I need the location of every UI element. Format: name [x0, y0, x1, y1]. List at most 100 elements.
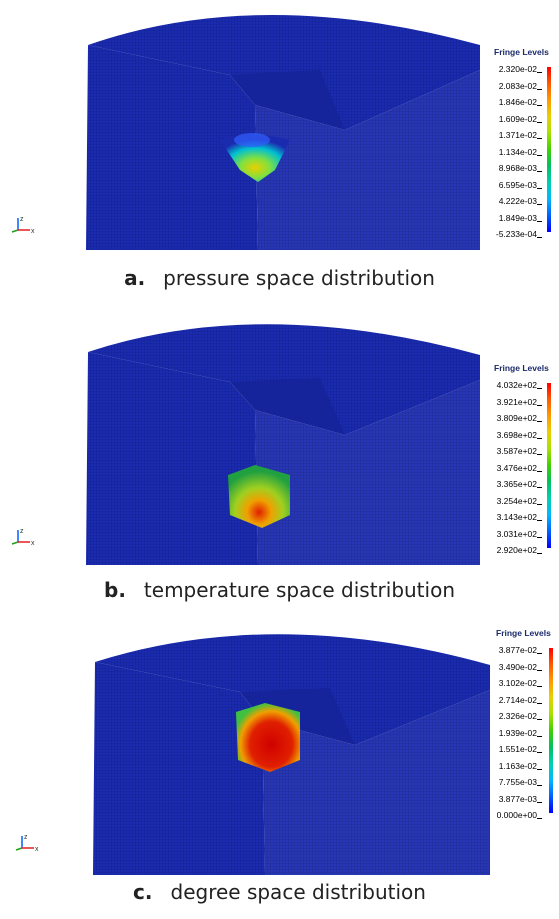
- legend-tick: [537, 719, 542, 720]
- legend-level-label: 3.587e+02: [496, 446, 537, 456]
- legend-level: 7.755e-03: [492, 777, 559, 792]
- legend-level-label: 6.595e-03: [498, 179, 537, 190]
- legend-tick: [537, 388, 542, 389]
- legend-tick: [537, 138, 542, 139]
- legend-level-label: 2.083e-02: [498, 80, 537, 91]
- legend-level-label: 3.490e-02: [498, 661, 537, 672]
- legend-level-label: -5.233e-04: [495, 229, 537, 239]
- legend-level-label: 4.032e+02: [496, 380, 537, 390]
- legend-level: 3.587e+02: [490, 446, 559, 461]
- legend-tick: [537, 187, 542, 189]
- legend-level-label: 3.877e-03: [498, 793, 537, 804]
- legend-level-label: 1.846e-02: [498, 97, 537, 107]
- pressure-fem-render: [86, 15, 480, 250]
- legend-tick: [537, 553, 542, 554]
- pressure-hotspot: [220, 135, 290, 182]
- caption-letter: c.: [133, 880, 153, 904]
- legend-level-label: 3.877e-02: [498, 645, 537, 655]
- axis-triad-icon: z x: [11, 528, 35, 547]
- legend-tick: [537, 735, 542, 737]
- legend-level: 2.083e-02: [490, 81, 559, 96]
- legend-tick: [537, 520, 542, 521]
- legend-level-label: 0.000e+00: [496, 810, 537, 820]
- legend-tick: [537, 536, 542, 538]
- legend-tick: [537, 421, 542, 422]
- degree-hotspot: [236, 703, 300, 772]
- legend-level: 3.877e-03: [492, 794, 559, 809]
- legend-level-label: 3.143e+02: [496, 512, 537, 522]
- legend-tick: [537, 121, 542, 123]
- panel-degree: Fringe Levels 3.877e-02 3.490e-02 3.102e-0…: [0, 620, 559, 919]
- legend-tick: [537, 105, 542, 106]
- svg-text:z: z: [24, 834, 28, 841]
- legend-level-label: 1.163e-02: [498, 760, 537, 771]
- degree-legend: Fringe Levels 3.877e-02 3.490e-02 3.102e-0…: [492, 628, 559, 838]
- legend-level: 3.365e+02: [490, 479, 559, 494]
- legend-level: 3.102e-02: [492, 678, 559, 693]
- axis-triad-icon: z x: [11, 216, 35, 235]
- legend-tick: [537, 454, 542, 455]
- legend-level-label: 1.371e-02: [498, 130, 537, 140]
- pressure-legend: Fringe Levels 2.320e-02 2.083e-02 1.846e-0…: [490, 47, 559, 257]
- legend-level: 6.595e-03: [490, 180, 559, 195]
- legend-level-label: 3.365e+02: [496, 479, 537, 489]
- temperature-hotspot: [228, 465, 290, 528]
- legend-level-label: 3.921e+02: [496, 396, 537, 407]
- legend-tick: [537, 154, 542, 156]
- legend-title: Fringe Levels: [494, 363, 549, 373]
- legend-level: 1.134e-02: [490, 147, 559, 162]
- legend-level-label: 3.809e+02: [496, 413, 537, 423]
- legend-level: 3.476e+02: [490, 463, 559, 478]
- legend-level: 3.031e+02: [490, 529, 559, 544]
- legend-tick: [537, 801, 542, 803]
- legend-level: 1.939e-02: [492, 728, 559, 743]
- colorbar: [547, 383, 551, 548]
- legend-level: 3.809e+02: [490, 413, 559, 428]
- legend-title: Fringe Levels: [496, 628, 551, 638]
- legend-level: 2.326e-02: [492, 711, 559, 726]
- legend-level-label: 3.476e+02: [496, 462, 537, 473]
- legend-level: 1.849e-03: [490, 213, 559, 228]
- legend-level-label: 2.714e-02: [498, 694, 537, 705]
- legend-level-label: 2.920e+02: [496, 545, 537, 555]
- legend-level: 1.551e-02: [492, 744, 559, 759]
- legend-level: 0.000e+00: [492, 810, 559, 825]
- legend-tick: [537, 686, 542, 687]
- svg-text:x: x: [35, 846, 39, 853]
- legend-tick: [537, 702, 542, 704]
- legend-tick: [537, 752, 542, 753]
- legend-level: 8.968e-03: [490, 163, 559, 178]
- legend-level: 1.371e-02: [490, 130, 559, 145]
- legend-tick: [537, 653, 542, 654]
- legend-level: 4.032e+02: [490, 380, 559, 395]
- caption-c: c. degree space distribution: [0, 880, 559, 904]
- legend-tick: [537, 818, 542, 819]
- legend-level-label: 1.849e-03: [498, 212, 537, 223]
- legend-tick: [537, 88, 542, 90]
- axis-triad-icon: z x: [15, 834, 39, 853]
- legend-level: -5.233e-04: [490, 229, 559, 244]
- degree-fem-render: [93, 634, 490, 875]
- caption-a: a. pressure space distribution: [0, 266, 559, 290]
- legend-tick: [537, 503, 542, 505]
- legend-level-label: 1.939e-02: [498, 727, 537, 738]
- legend-tick: [537, 437, 542, 439]
- legend-level-label: 3.254e+02: [496, 495, 537, 506]
- legend-level-label: 3.698e+02: [496, 429, 537, 440]
- caption-text: pressure space distribution: [163, 266, 435, 290]
- legend-level-label: 2.326e-02: [498, 711, 537, 721]
- legend-tick: [537, 204, 542, 205]
- legend-level: 2.714e-02: [492, 695, 559, 710]
- legend-tick: [537, 220, 542, 222]
- legend-level-label: 3.031e+02: [496, 528, 537, 539]
- legend-level-label: 3.102e-02: [498, 678, 537, 688]
- temperature-legend: Fringe Levels 4.032e+02 3.921e+02 3.809e+0…: [490, 363, 559, 573]
- legend-level-label: 1.134e-02: [498, 146, 537, 157]
- legend-tick: [537, 669, 542, 671]
- panel-pressure: Fringe Levels 2.320e-02 2.083e-02 1.846e-0…: [0, 0, 559, 300]
- svg-text:z: z: [20, 216, 24, 223]
- colorbar: [549, 648, 553, 813]
- legend-tick: [537, 171, 542, 172]
- legend-level: 3.921e+02: [490, 397, 559, 412]
- legend-level: 4.222e-03: [490, 196, 559, 211]
